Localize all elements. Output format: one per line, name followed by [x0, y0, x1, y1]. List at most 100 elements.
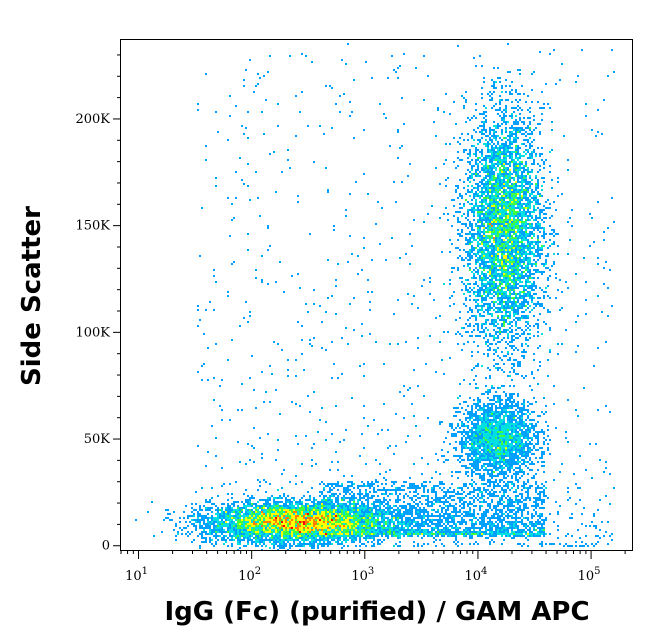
data-point	[519, 197, 521, 199]
data-point	[165, 517, 167, 519]
data-point	[349, 497, 351, 499]
data-point	[395, 517, 397, 519]
data-point	[391, 55, 393, 57]
data-point	[429, 531, 431, 533]
data-point	[345, 497, 347, 499]
data-point	[313, 545, 315, 547]
data-point	[403, 489, 405, 491]
data-point	[529, 147, 531, 149]
data-point	[505, 127, 507, 129]
data-point	[363, 537, 365, 539]
data-point	[455, 515, 457, 517]
data-point	[477, 415, 479, 417]
data-point	[503, 531, 505, 533]
data-point	[391, 511, 393, 513]
data-point	[499, 199, 501, 201]
data-point	[411, 507, 413, 509]
data-point	[491, 489, 493, 491]
data-point	[467, 241, 469, 243]
data-point	[549, 311, 551, 313]
data-point	[287, 149, 289, 151]
data-point	[533, 269, 535, 271]
data-point	[167, 509, 169, 511]
data-point	[511, 329, 513, 331]
data-point	[547, 103, 549, 105]
data-point	[541, 431, 543, 433]
data-point	[501, 217, 503, 219]
data-point	[301, 537, 303, 539]
data-point	[459, 235, 461, 237]
data-point	[257, 197, 259, 199]
data-point	[517, 213, 519, 215]
data-point	[515, 449, 517, 451]
data-point	[231, 339, 233, 341]
data-point	[477, 489, 479, 491]
data-point	[529, 185, 531, 187]
data-point	[475, 277, 477, 279]
data-point	[227, 291, 229, 293]
data-point	[415, 517, 417, 519]
data-point	[515, 215, 517, 217]
data-point	[205, 73, 207, 75]
data-point	[505, 141, 507, 143]
data-point	[493, 507, 495, 509]
data-point	[537, 217, 539, 219]
data-point	[549, 543, 551, 545]
data-point	[521, 455, 523, 457]
data-point	[223, 521, 225, 523]
data-point	[477, 495, 479, 497]
data-point	[501, 247, 503, 249]
data-point	[461, 195, 463, 197]
data-point	[511, 447, 513, 449]
data-point	[527, 275, 529, 277]
data-point	[445, 527, 447, 529]
data-point	[527, 199, 529, 201]
data-point	[517, 93, 519, 95]
data-point	[529, 171, 531, 173]
data-point	[431, 205, 433, 207]
data-point	[459, 515, 461, 517]
data-point	[461, 437, 463, 439]
data-point	[513, 369, 515, 371]
data-point	[459, 333, 461, 335]
data-point	[461, 493, 463, 495]
data-point	[449, 251, 451, 253]
data-point	[375, 499, 377, 501]
data-point	[475, 109, 477, 111]
data-point	[251, 497, 253, 499]
data-point	[487, 141, 489, 143]
data-point	[475, 383, 477, 385]
data-point	[547, 207, 549, 209]
data-point	[511, 331, 513, 333]
data-point	[523, 445, 525, 447]
data-point	[491, 139, 493, 141]
data-point	[505, 403, 507, 405]
data-point	[461, 439, 463, 441]
data-point	[147, 511, 149, 513]
data-point	[197, 305, 199, 307]
data-point	[479, 131, 481, 133]
data-point	[491, 493, 493, 495]
data-point	[413, 415, 415, 417]
data-point	[577, 487, 579, 489]
data-point	[567, 491, 569, 493]
data-point	[519, 147, 521, 149]
data-point	[397, 521, 399, 523]
data-point	[477, 271, 479, 273]
data-point	[511, 143, 513, 145]
data-point	[327, 509, 329, 511]
data-point	[481, 467, 483, 469]
data-point	[167, 517, 169, 519]
data-point	[463, 497, 465, 499]
data-point	[475, 411, 477, 413]
data-point	[397, 157, 399, 159]
data-point	[277, 501, 279, 503]
data-point	[549, 165, 551, 167]
data-point	[525, 339, 527, 341]
data-point	[507, 469, 509, 471]
data-point	[495, 331, 497, 333]
data-point	[525, 457, 527, 459]
data-point	[505, 515, 507, 517]
data-point	[373, 483, 375, 485]
data-point	[189, 521, 191, 523]
